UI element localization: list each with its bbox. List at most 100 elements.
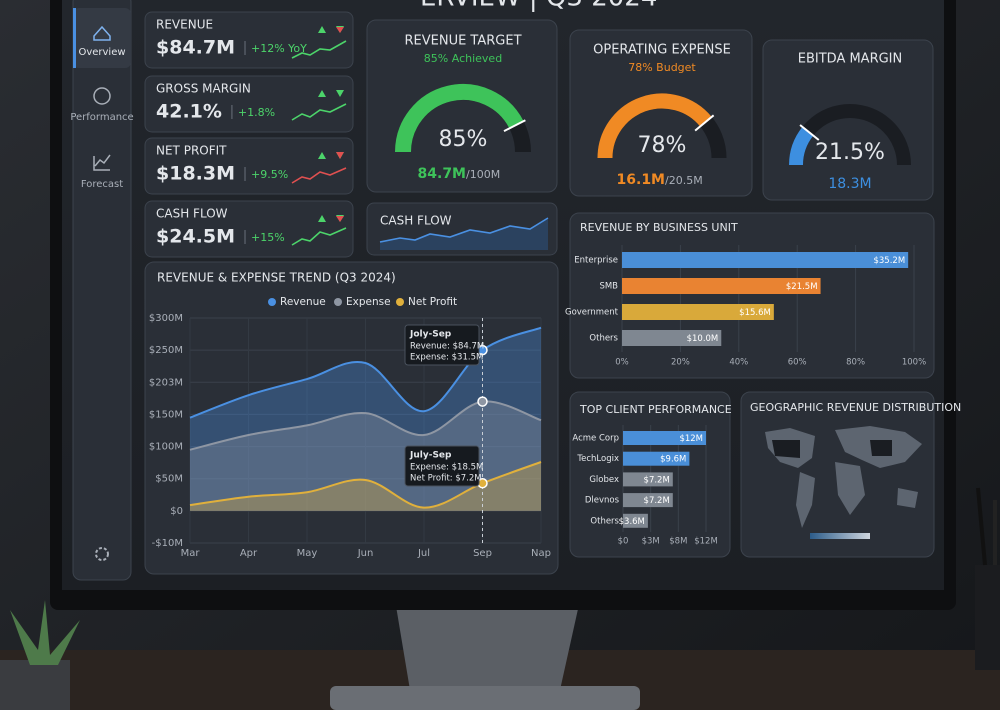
tooltip-line: Expense: $18.5M — [410, 463, 483, 473]
active-indicator — [73, 8, 76, 68]
gauge-value: 78% — [638, 133, 687, 158]
category-label: Dlevnos — [585, 496, 620, 506]
kpi-label: REVENUE — [156, 18, 213, 32]
monitor-stand — [395, 600, 580, 690]
x-tick-label: $3M — [642, 537, 660, 547]
category-label: Enterprise — [574, 256, 618, 266]
gauge-title: OPERATING EXPENSE — [593, 43, 731, 58]
value-label: $3.6M — [619, 517, 645, 527]
x-tick-label: May — [297, 548, 318, 559]
bar — [622, 304, 774, 320]
settings-icon[interactable] — [95, 547, 109, 561]
tooltip-line: Expense: $31.5M — [410, 353, 483, 363]
gauge-amount: 18.3M — [828, 176, 871, 192]
nav-item[interactable]: Forecast — [81, 179, 123, 190]
chart-title: GEOGRAPHIC REVENUE DISTRIBUTION — [750, 401, 961, 414]
gauge-card — [762, 39, 934, 201]
category-label: SMB — [599, 282, 618, 292]
header-title: ERVIEW | Q3 2024 — [420, 0, 657, 13]
gauge-subtitle: 85% Achieved — [424, 52, 502, 65]
y-tick-label: $0 — [170, 506, 183, 517]
value-label: $35.2M — [873, 256, 905, 266]
chart-icon — [93, 154, 111, 171]
home-icon — [93, 25, 111, 41]
gauge-value: 85% — [439, 127, 488, 152]
bar — [622, 278, 821, 294]
kpi-card — [144, 137, 354, 195]
y-tick-label: -$10M — [152, 538, 183, 549]
x-tick-label: Apr — [240, 548, 258, 559]
tooltip — [404, 324, 480, 366]
legend-swatch — [268, 298, 276, 306]
bar — [623, 451, 690, 466]
sidebar-active[interactable] — [73, 8, 131, 68]
x-tick-label: $0 — [618, 537, 629, 547]
kpi-value: $24.5M — [156, 226, 235, 248]
kpi-value: 42.1% — [156, 101, 222, 123]
kpi-card — [144, 75, 354, 133]
bar — [623, 472, 673, 487]
kpi-change: +1.8% — [238, 106, 275, 119]
category-label: Globex — [589, 475, 619, 485]
y-tick-label: $150M — [149, 409, 183, 420]
legend-label: Expense — [346, 296, 391, 308]
kpi-change: +12% YoY — [251, 42, 307, 55]
kpi-value: $84.7M — [156, 37, 235, 59]
legend-swatch — [396, 298, 404, 306]
gauge-target: /20.5M — [665, 174, 703, 187]
tooltip-title: July-Sep — [409, 451, 452, 461]
category-label: Others — [590, 516, 619, 526]
legend-swatch — [334, 298, 342, 306]
gauge-arc — [395, 84, 524, 153]
gauge-arc — [789, 126, 814, 166]
nav-item[interactable]: Performance — [70, 112, 133, 123]
gauge-needle — [694, 114, 715, 132]
bar — [623, 493, 673, 508]
pie-icon — [93, 87, 111, 105]
value-label: $9.6M — [660, 455, 686, 465]
bar — [623, 513, 648, 528]
map-legend — [810, 533, 870, 539]
bar — [623, 431, 706, 445]
x-tick-label: 0% — [615, 358, 629, 368]
kpi-decorations — [291, 26, 549, 250]
x-tick-label: $12M — [694, 537, 718, 547]
y-tick-label: $203M — [149, 377, 183, 388]
value-label: $12M — [679, 434, 703, 444]
x-tick-label: 60% — [788, 358, 807, 368]
gauge-value: 21.5% — [815, 140, 885, 165]
business-unit-card — [569, 212, 935, 379]
value-label: $7.2M — [644, 475, 670, 485]
world-map — [765, 426, 922, 528]
x-tick-label: Nap — [531, 548, 551, 559]
plant — [0, 600, 80, 710]
kpi-change: +9.5% — [251, 168, 288, 181]
y-tick-label: $100M — [149, 442, 183, 453]
x-tick-label: 40% — [729, 358, 748, 368]
kpi-change: +15% — [251, 231, 285, 244]
gauge-needle — [503, 119, 526, 133]
monitor-base — [330, 686, 640, 710]
sidebar — [72, 0, 132, 581]
nav-item[interactable]: Overview — [78, 47, 125, 58]
y-tick-label: $250M — [149, 345, 183, 356]
x-tick-label: 20% — [671, 358, 690, 368]
value-label: $10.0M — [687, 334, 719, 344]
gauge-needle — [799, 124, 820, 141]
highlight-point — [477, 396, 488, 407]
pen-holder — [975, 487, 1000, 670]
gauge-amount: 84.7M — [418, 166, 466, 182]
bar — [622, 252, 909, 268]
legend-label: Net Profit — [408, 296, 457, 308]
chart-title: REVENUE & EXPENSE TREND (Q3 2024) — [157, 271, 396, 285]
kpi-label: CASH FLOW — [156, 207, 228, 221]
gauge-target: /100M — [466, 168, 500, 181]
tooltip-line: Revenue: $84.7M — [410, 342, 484, 352]
legend-label: Revenue — [280, 296, 326, 308]
x-tick-label: Mar — [181, 548, 201, 559]
tooltip — [404, 445, 480, 487]
value-label: $15.6M — [739, 308, 771, 318]
x-tick-label: 100% — [902, 358, 926, 368]
